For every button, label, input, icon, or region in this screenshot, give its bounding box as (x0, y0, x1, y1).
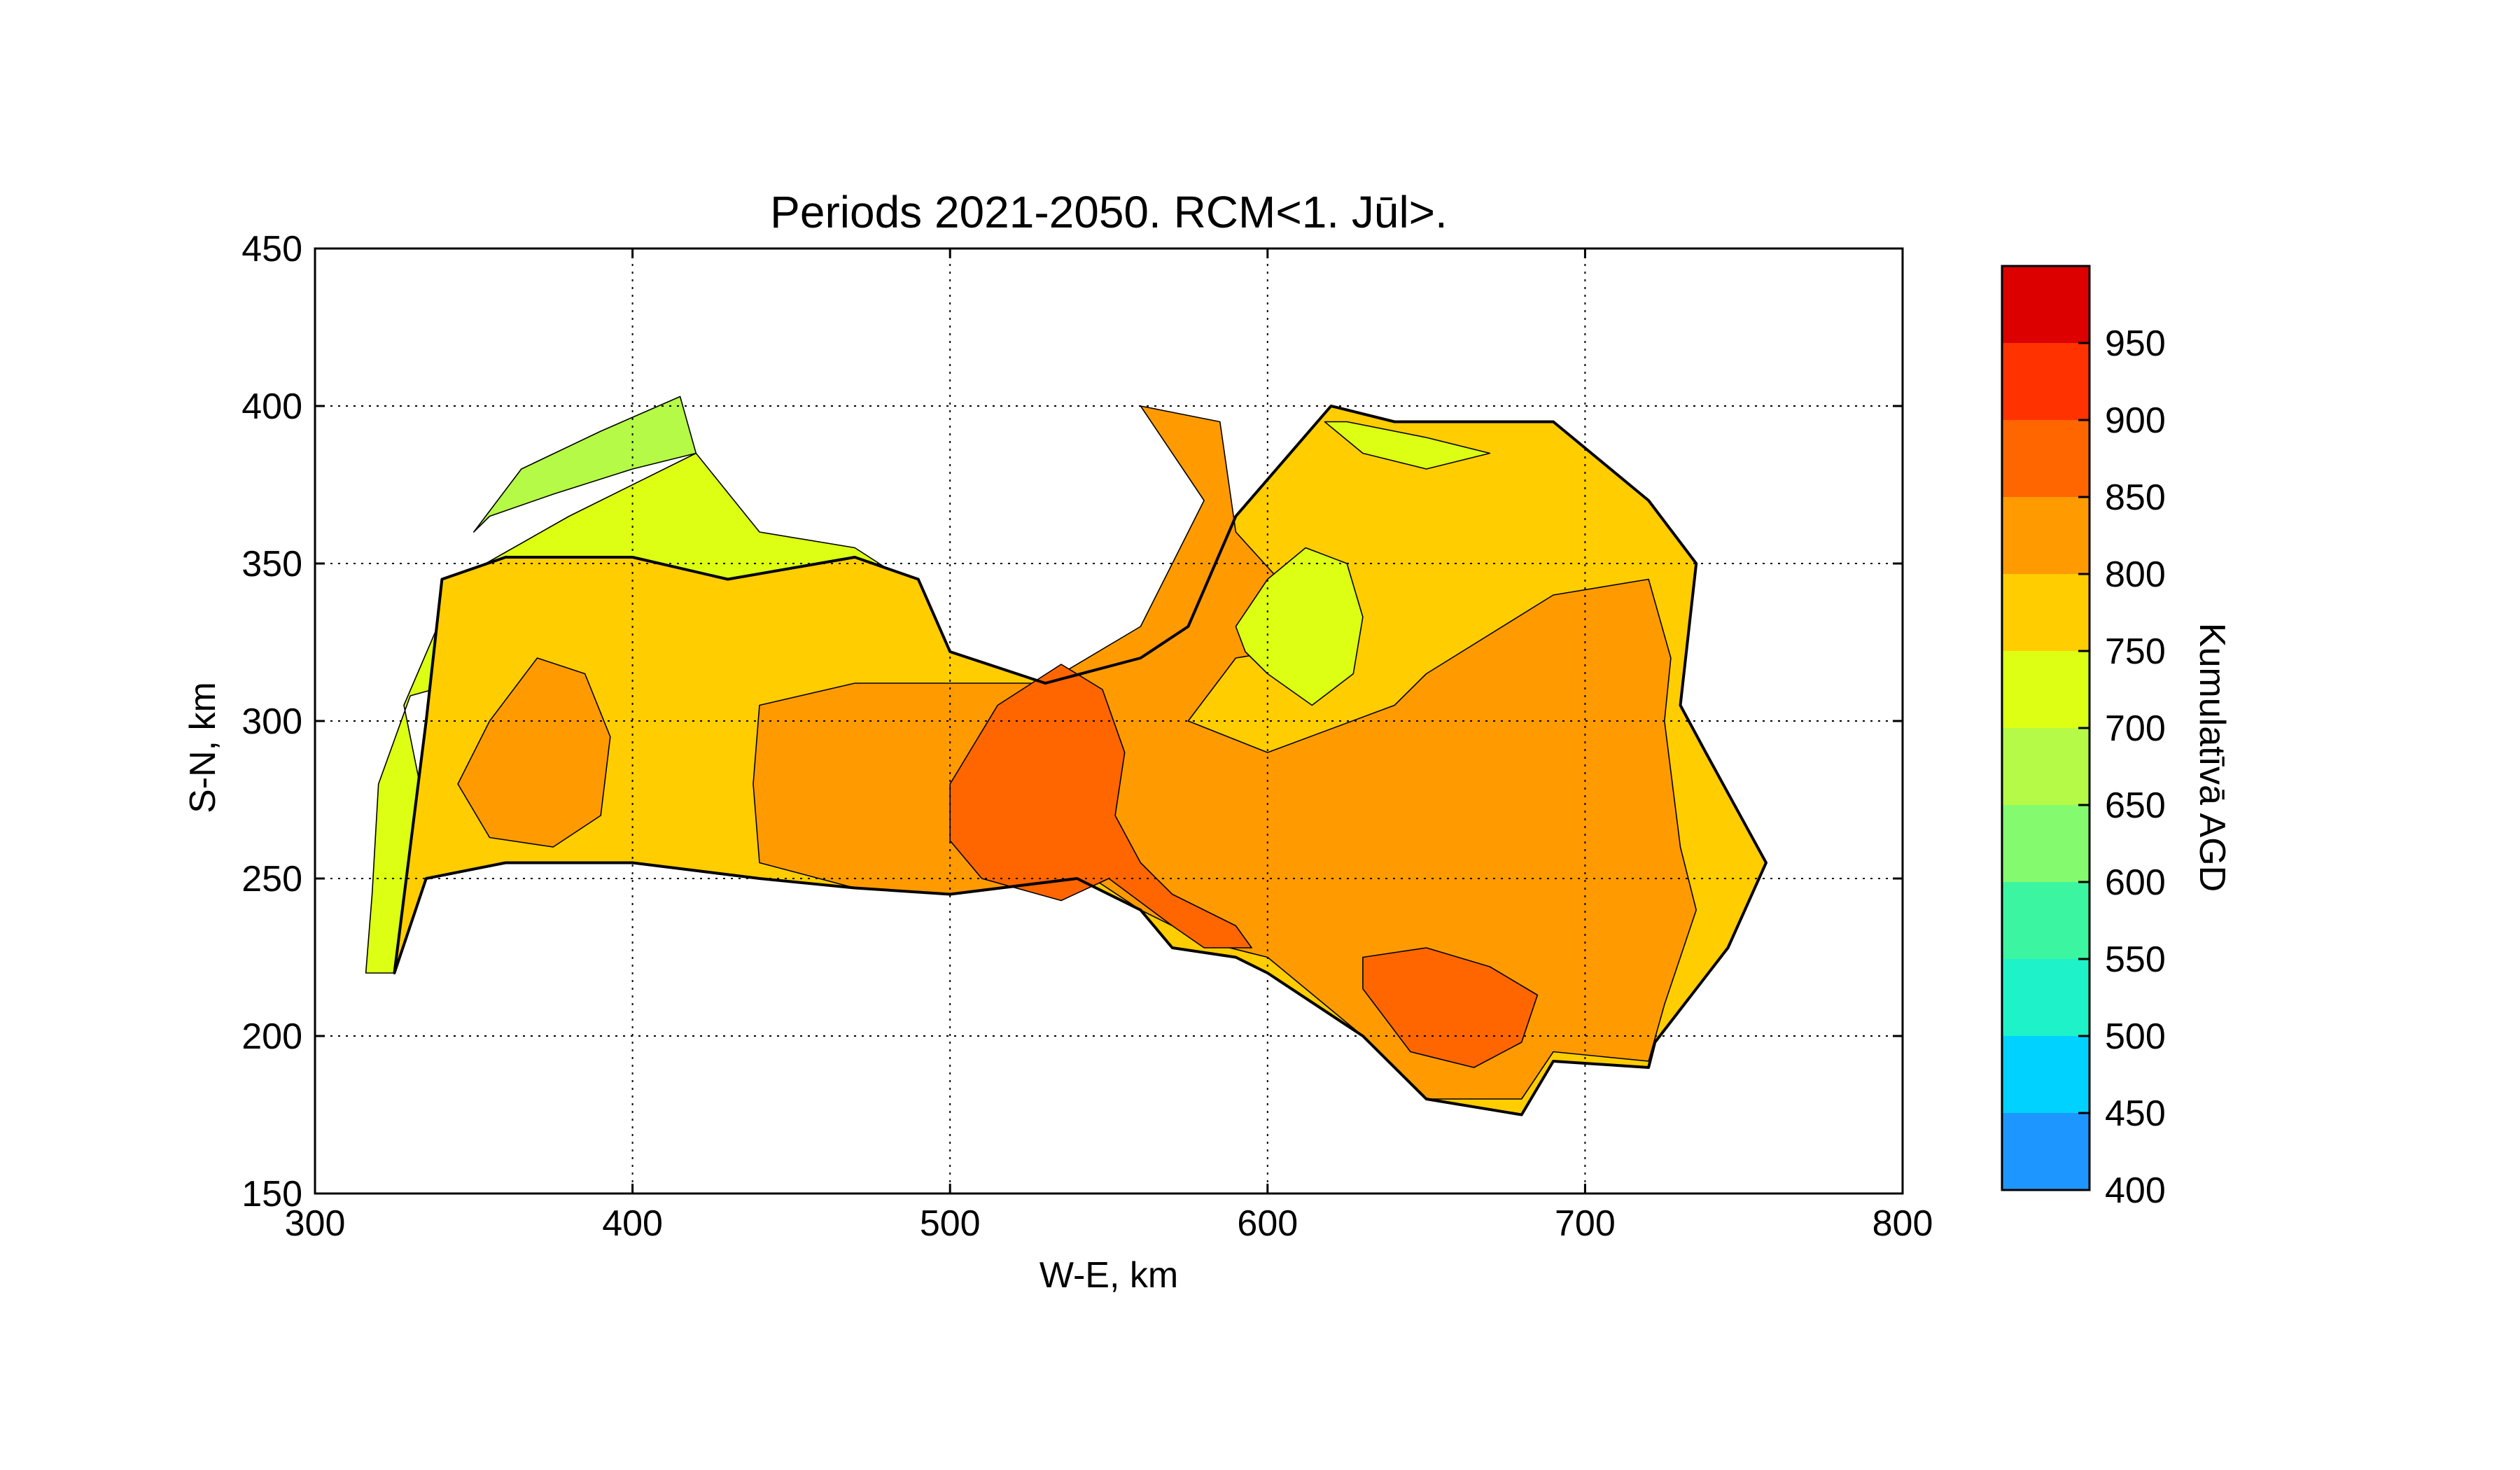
colorbar-segment-450 (2002, 1036, 2090, 1113)
colorbar-segment-850 (2002, 420, 2090, 497)
y-axis-label: S-N, km (183, 682, 223, 813)
colorbar-segment-750 (2002, 574, 2090, 651)
x-tick-label-300: 300 (285, 1203, 346, 1244)
x-tick-label-800: 800 (1872, 1203, 1933, 1244)
contour-region-650-700-1 (472, 396, 697, 533)
colorbar-label: Kumulatīvā AGD (2192, 622, 2232, 892)
colorbar-tick-label-600: 600 (2105, 862, 2166, 903)
contour-region-700-750-8 (1324, 421, 1491, 470)
colorbar-segment-900 (2002, 343, 2090, 420)
colorbar-segment-500 (2002, 959, 2090, 1036)
contour-region-850-900-6 (1362, 947, 1539, 1068)
colorbar-segment-600 (2002, 805, 2090, 882)
colorbar-tick-label-500: 500 (2105, 1016, 2166, 1057)
colorbar-segment-400 (2002, 1113, 2090, 1190)
colorbar-segment-700 (2002, 651, 2090, 728)
colorbar: 400 450 500 550 600 650 700 750 800 850 900 950 (2001, 265, 2166, 1211)
contour-region-850-900-5 (949, 664, 1252, 948)
colorbar-tick-label-950: 950 (2105, 323, 2166, 364)
y-tick-label-400: 400 (241, 386, 302, 427)
country-border (393, 405, 1768, 1116)
colorbar-tick-label-450: 450 (2105, 1093, 2166, 1134)
chart-title: Periods 2021-2050. RCM<1. Jūl>. (770, 187, 1448, 237)
colorbar-tick-label-800: 800 (2105, 554, 2166, 595)
x-tick-label-400: 400 (602, 1203, 663, 1244)
y-tick-label-450: 450 (241, 229, 302, 270)
x-axis-label: W-E, km (1039, 1255, 1179, 1296)
y-tick-label-350: 350 (241, 544, 302, 584)
axis-ticks: 300 400 500 600 700 800 150 200 250 300 350 400 450 (241, 229, 1933, 1244)
colorbar-segment-950 (2002, 266, 2090, 343)
colorbar-tick-label-750: 750 (2105, 631, 2166, 672)
x-tick-label-600: 600 (1237, 1203, 1298, 1244)
colorbar-tick-label-700: 700 (2105, 708, 2166, 749)
colorbar-segment-650 (2002, 728, 2090, 805)
colorbar-segment-800 (2002, 497, 2090, 574)
grid (315, 248, 1903, 1194)
x-tick-label-500: 500 (920, 1203, 981, 1244)
y-tick-label-150: 150 (241, 1174, 302, 1214)
plot-area (365, 396, 1767, 1116)
coastline (393, 405, 1768, 1116)
y-tick-label-300: 300 (241, 701, 302, 742)
contour-region-800-850-4 (457, 657, 611, 848)
colorbar-tick-label-550: 550 (2105, 939, 2166, 980)
y-tick-label-250: 250 (241, 859, 302, 899)
x-tick-label-700: 700 (1555, 1203, 1616, 1244)
colorbar-tick-label-400: 400 (2105, 1170, 2166, 1211)
colorbar-segment-550 (2002, 882, 2090, 959)
colorbar-tick-label-650: 650 (2105, 785, 2166, 826)
colorbar-tick-label-850: 850 (2105, 477, 2166, 518)
colorbar-tick-label-900: 900 (2105, 400, 2166, 441)
y-tick-label-200: 200 (241, 1016, 302, 1057)
